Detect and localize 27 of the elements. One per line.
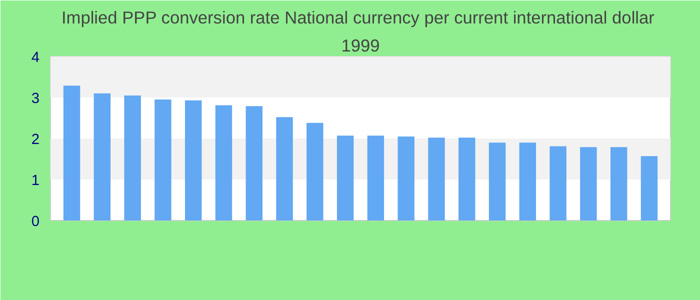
bar [550, 146, 566, 220]
bar [184, 100, 202, 220]
bar [610, 147, 628, 220]
bar [428, 138, 445, 220]
bar [519, 142, 536, 220]
bar [246, 106, 262, 220]
bar [458, 138, 476, 220]
y-tick-label: 4 [31, 50, 40, 66]
chart-subtitle: 1999 [341, 36, 380, 56]
bar [63, 86, 80, 220]
y-tick-label: 1 [31, 173, 40, 189]
bar [124, 95, 141, 220]
bar [215, 105, 232, 220]
bar [367, 136, 384, 220]
y-tick-label: 0 [31, 214, 40, 230]
y-tick-label: 2 [31, 132, 40, 148]
bar [640, 156, 658, 220]
y-tick-label: 3 [31, 91, 40, 107]
bar [336, 136, 354, 220]
bar [94, 93, 111, 220]
bar [276, 117, 293, 220]
bar [154, 100, 172, 220]
chart-title: Implied PPP conversion rate National currency per current international dollar [61, 8, 655, 28]
bar [488, 142, 506, 220]
bar [580, 147, 597, 220]
bar [306, 122, 324, 220]
bar [398, 136, 414, 220]
